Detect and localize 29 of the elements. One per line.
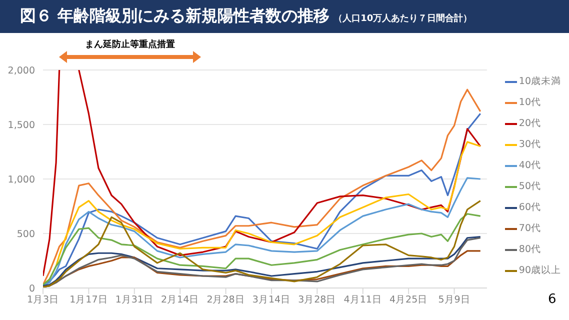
text: 6 xyxy=(548,292,556,307)
legend-label: 10代 xyxy=(518,96,542,110)
x-tick-label: 2月28日 xyxy=(206,294,245,306)
legend-label: 30代 xyxy=(518,138,542,152)
x-tick-label: 4月11日 xyxy=(344,294,382,306)
x-tick-label: 5月9日 xyxy=(438,294,470,306)
chart-title: 図６ 年齢階級別にみる新規陽性者数の推移 xyxy=(20,6,330,27)
y-tick-label: 500 xyxy=(16,228,35,240)
y-tick-label: 2,000 xyxy=(8,65,35,76)
legend-label: 20代 xyxy=(518,117,542,131)
text: まん延防止等重点措置 xyxy=(84,38,176,51)
x-tick-label: 3月28日 xyxy=(298,294,336,306)
y-tick-label: 1,500 xyxy=(8,120,35,131)
x-tick-label: 1月3日 xyxy=(26,294,60,306)
x-tick-label: 3月14日 xyxy=(252,294,291,306)
x-tick-label: 1月31日 xyxy=(115,294,154,306)
legend-label: 40代 xyxy=(518,159,542,173)
legend-label: 60代 xyxy=(518,201,542,215)
legend-label: 80代 xyxy=(518,243,542,257)
x-tick-label: 2月14日 xyxy=(161,294,200,306)
chart-subtitle: （人口10万人あたり７日間合計） xyxy=(334,12,472,24)
x-tick-label: 4月25日 xyxy=(390,294,428,306)
y-tick-label: 0 xyxy=(28,283,35,294)
legend-label: 70代 xyxy=(518,222,542,236)
legend-label: 10歳未満 xyxy=(518,75,561,89)
y-tick-label: 1,000 xyxy=(8,174,35,186)
legend-label: 90歳以上 xyxy=(518,264,561,278)
x-tick-label: 1月17日 xyxy=(70,294,108,306)
legend-label: 50代 xyxy=(518,180,542,194)
